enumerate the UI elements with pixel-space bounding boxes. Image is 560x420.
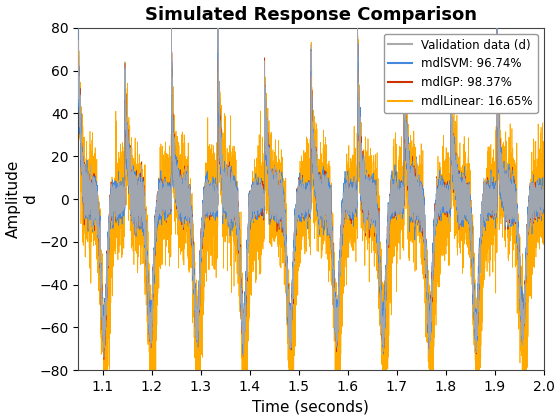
- Title: Simulated Response Comparison: Simulated Response Comparison: [145, 5, 477, 24]
- Legend: Validation data (d), mdlSVM: 96.74%, mdlGP: 98.37%, mdlLinear: 16.65%: Validation data (d), mdlSVM: 96.74%, mdl…: [384, 34, 538, 113]
- Y-axis label: Amplitude
d: Amplitude d: [6, 160, 38, 238]
- X-axis label: Time (seconds): Time (seconds): [253, 399, 370, 415]
